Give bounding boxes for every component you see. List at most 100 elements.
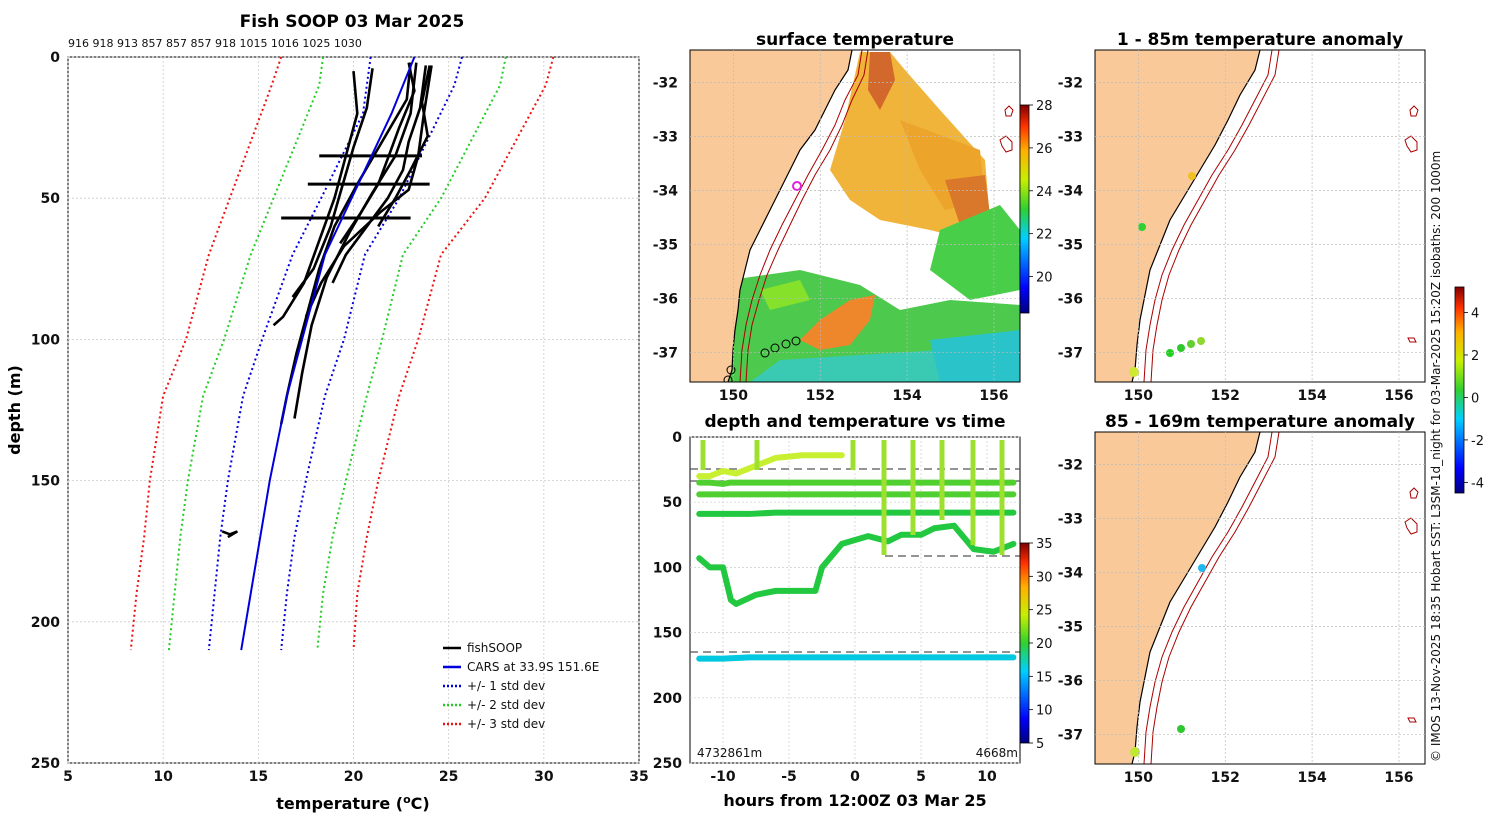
anomaly-colorbar-ticks: 4 2 0 -2 -4 bbox=[1464, 306, 1484, 491]
map-y-tick: -35 bbox=[1058, 237, 1083, 253]
colorbar-tick-label: 15 bbox=[1036, 670, 1053, 685]
colorbar-tick-label: 0 bbox=[1471, 391, 1479, 406]
time-tracks bbox=[696, 452, 1017, 662]
sst-field bbox=[720, 52, 1020, 382]
profile-x-tick: 15 bbox=[249, 769, 268, 785]
map-y-tick: -37 bbox=[1058, 345, 1083, 361]
profile-panel: Fish SOOP 03 Mar 2025 916 918 913 857 85… bbox=[5, 12, 649, 813]
map-y-tick: -33 bbox=[1058, 511, 1083, 527]
std-dev-line bbox=[207, 56, 372, 651]
time-y-tick: 100 bbox=[653, 560, 682, 576]
side-caption: © IMOS 13-Nov-2025 18:35 Hobart SST: L3S… bbox=[1429, 151, 1443, 762]
std-dev-line bbox=[352, 56, 555, 651]
fishsoop-profile-line bbox=[339, 62, 416, 245]
sst-colorbar-ticks: 28 26 24 22 20 bbox=[1029, 99, 1053, 286]
colorbar-tick-label: 28 bbox=[1036, 99, 1053, 114]
time-track bbox=[696, 654, 1017, 662]
time-y-tick: 0 bbox=[672, 430, 682, 446]
legend-label: fishSOOP bbox=[467, 641, 522, 655]
map-y-tick: -37 bbox=[653, 345, 678, 361]
std-dev-line bbox=[167, 56, 325, 651]
sst-land bbox=[690, 50, 852, 382]
time-panel: depth and temperature vs time -10 -5 0 5 100… bbox=[653, 412, 1053, 810]
map-x-tick: 154 bbox=[892, 388, 921, 404]
fishsoop-profile-line bbox=[291, 68, 374, 298]
legend-label: +/- 2 std dev bbox=[467, 698, 545, 712]
map-y-tick: -32 bbox=[1058, 457, 1083, 473]
time-spikes bbox=[700, 440, 1005, 555]
colorbar-tick-label: 20 bbox=[1036, 637, 1053, 652]
map-x-tick: 150 bbox=[1124, 770, 1153, 786]
profile-legend: fishSOOP CARS at 33.9S 151.6E +/- 1 std de… bbox=[443, 641, 599, 731]
sst-colorbar bbox=[1019, 104, 1030, 314]
map-x-tick: 154 bbox=[1297, 388, 1326, 404]
profile-y-tick: 100 bbox=[31, 332, 60, 348]
colorbar-tick-label: 22 bbox=[1036, 228, 1053, 243]
time-x-tick: 0 bbox=[850, 769, 860, 785]
colorbar-tick-label: -2 bbox=[1471, 434, 1484, 449]
colorbar-tick-label: 20 bbox=[1036, 271, 1053, 286]
map-y-tick: -35 bbox=[1058, 619, 1083, 635]
std-dev-line bbox=[280, 56, 463, 651]
map-y-tick: -34 bbox=[1058, 183, 1084, 199]
legend-label: +/- 1 std dev bbox=[467, 679, 545, 693]
profile-xlabel: temperature (oC) bbox=[276, 793, 429, 813]
anom2-ticks: 150 152 154 156 -32 -33 -34 -35 -36 -37 bbox=[1058, 432, 1425, 786]
std-dev-line bbox=[129, 56, 283, 651]
map-y-tick: -34 bbox=[1058, 565, 1084, 581]
colorbar-tick-label: 5 bbox=[1036, 737, 1044, 752]
colorbar-tick-label: 2 bbox=[1471, 349, 1479, 364]
colorbar-tick-label: 4 bbox=[1471, 306, 1479, 321]
map-y-tick: -32 bbox=[1058, 75, 1083, 91]
anom1-ticks: 150 152 154 156 -32 -33 -34 -35 -36 -37 bbox=[1058, 50, 1425, 404]
map-y-tick: -37 bbox=[1058, 727, 1083, 743]
anom1-land bbox=[1095, 50, 1260, 382]
time-bottom-right-label: 4668m bbox=[976, 746, 1018, 760]
anom2-title: 85 - 169m temperature anomaly bbox=[1105, 412, 1415, 432]
map-x-tick: 152 bbox=[806, 388, 835, 404]
time-y-tick: 50 bbox=[663, 495, 683, 511]
map-y-tick: -36 bbox=[1058, 673, 1083, 689]
anom2-land bbox=[1095, 432, 1260, 764]
profile-y-tick: 200 bbox=[31, 615, 60, 631]
anomaly-colorbar bbox=[1454, 286, 1465, 494]
sst-title: surface temperature bbox=[756, 30, 954, 50]
colorbar-tick-label: 25 bbox=[1036, 604, 1053, 619]
time-bottom-left-label: 4732861m bbox=[697, 746, 762, 760]
map-x-tick: 154 bbox=[1297, 770, 1326, 786]
time-track bbox=[696, 522, 1017, 607]
time-x-tick: 5 bbox=[916, 769, 926, 785]
profile-y-ticks: 0 50 100 150 200 250 bbox=[31, 50, 60, 772]
time-x-tick: -10 bbox=[710, 769, 736, 785]
time-y-tick: 200 bbox=[653, 691, 682, 707]
map-y-tick: -33 bbox=[1058, 129, 1083, 145]
profile-y-tick: 250 bbox=[31, 756, 60, 772]
map-x-tick: 156 bbox=[1384, 770, 1413, 786]
profile-title: Fish SOOP 03 Mar 2025 bbox=[240, 12, 465, 32]
anom1-title: 1 - 85m temperature anomaly bbox=[1117, 30, 1403, 50]
fishsoop-profile-line bbox=[293, 62, 418, 419]
profile-y-tick: 0 bbox=[50, 50, 60, 66]
colorbar-tick-label: 26 bbox=[1036, 142, 1053, 157]
time-track bbox=[696, 509, 1017, 517]
std-dev-line bbox=[316, 56, 507, 651]
sst-ticks: 150 152 154 156 -32 -33 -34 -35 -36 -37 bbox=[653, 50, 1020, 404]
cars-profile-line bbox=[240, 56, 416, 651]
fishsoop-profile-line bbox=[377, 65, 431, 228]
fishsoop-deep-fragment bbox=[221, 530, 239, 539]
profile-x-ticks: 5 10 15 20 25 30 35 bbox=[63, 769, 649, 785]
map-y-tick: -36 bbox=[653, 291, 678, 307]
time-track bbox=[696, 479, 1017, 487]
time-xlabel: hours from 12:00Z 03 Mar 25 bbox=[723, 791, 986, 810]
profile-x-tick: 30 bbox=[534, 769, 554, 785]
profile-y-tick: 150 bbox=[31, 474, 60, 490]
anom1-map-panel: 1 - 85m temperature anomaly 150 152 154 156… bbox=[1058, 30, 1426, 404]
colorbar-tick-label: 10 bbox=[1036, 704, 1053, 719]
map-x-tick: 152 bbox=[1211, 388, 1240, 404]
legend-label: CARS at 33.9S 151.6E bbox=[467, 660, 599, 674]
colorbar-tick-label: 24 bbox=[1036, 185, 1053, 200]
map-x-tick: 150 bbox=[1124, 388, 1153, 404]
map-x-tick: 152 bbox=[1211, 770, 1240, 786]
profile-x-tick: 20 bbox=[344, 769, 364, 785]
